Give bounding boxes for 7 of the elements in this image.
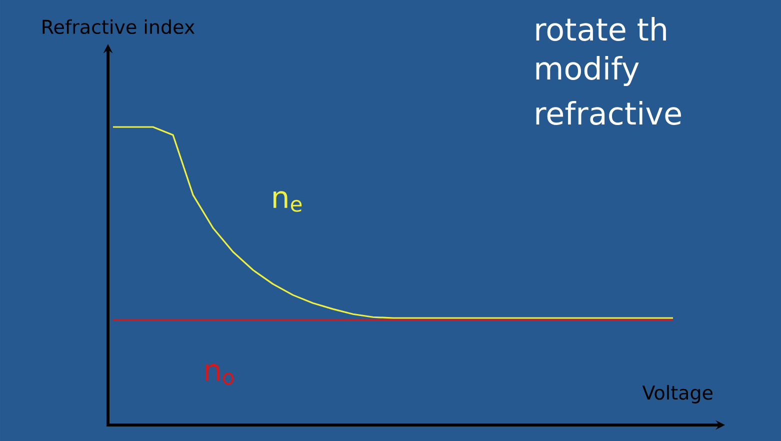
text: modify — [536, 56, 639, 86]
series-label: n$_{e}$ — [274, 191, 302, 212]
text: refractive — [536, 100, 681, 125]
y-axis-title: Refractive index — [42, 19, 195, 34]
x-axis-title: Voltage — [642, 385, 712, 404]
text: rotate th — [536, 16, 666, 41]
series-label: n$_{o}$ — [206, 364, 234, 385]
